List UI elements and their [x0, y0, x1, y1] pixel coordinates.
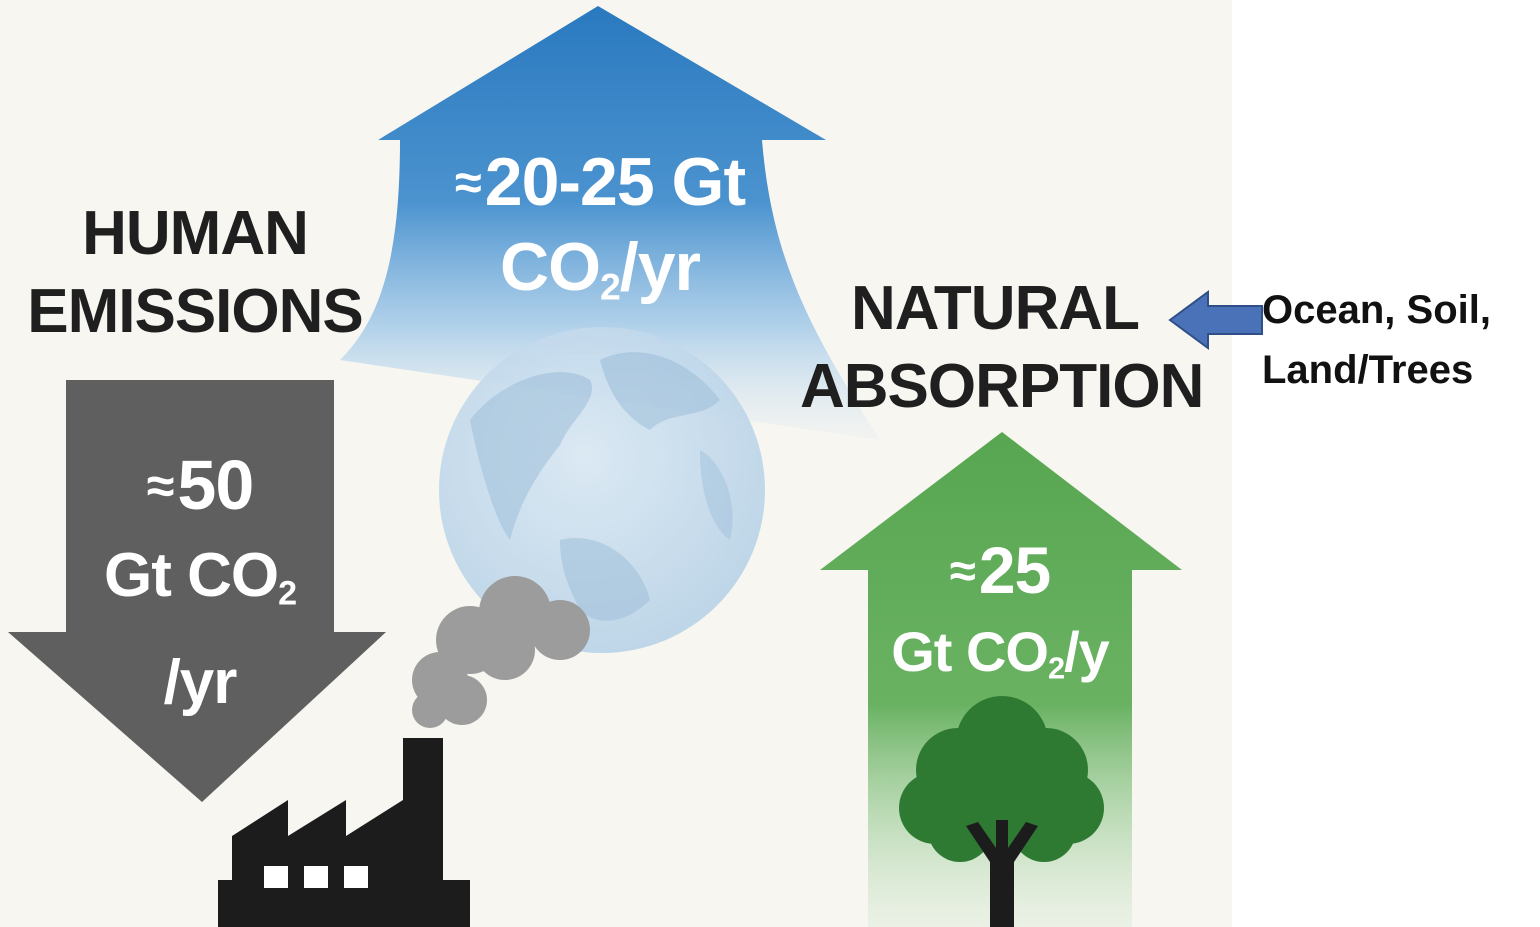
factory-icon	[218, 738, 470, 927]
tree-icon	[899, 696, 1104, 927]
atmosphere-unit-prefix: CO	[500, 229, 601, 306]
natural-unit-sub: 2	[1047, 651, 1065, 686]
atmosphere-amount: 20-25 Gt	[484, 144, 746, 220]
natural-unit-suffix: /y	[1064, 620, 1110, 684]
atmosphere-approx-symbol: ≈	[454, 156, 482, 211]
human-emissions-value: ≈50 Gt CO2 /yr	[66, 440, 334, 728]
natural-amount: 25	[978, 533, 1051, 607]
human-emissions-heading: HUMAN EMISSIONS	[10, 195, 380, 351]
smoke-icon	[412, 576, 590, 728]
atmosphere-arrow	[340, 6, 880, 440]
natural-unit-prefix: Gt CO	[891, 620, 1049, 684]
natural-absorption-value: ≈25 Gt CO2/y	[868, 530, 1132, 709]
atmosphere-unit-suffix: /yr	[619, 229, 701, 306]
sinks-line2: Land/Trees	[1262, 348, 1474, 392]
globe-icon	[439, 327, 765, 653]
atmosphere-unit-sub: 2	[600, 265, 621, 308]
human-unit-sub: 2	[278, 574, 297, 613]
sinks-line1: Ocean, Soil,	[1262, 288, 1491, 332]
natural-approx-symbol: ≈	[949, 545, 976, 599]
natural-absorption-heading: NATURAL ABSORPTION	[800, 270, 1204, 426]
natural-absorption-heading-line2: ABSORPTION	[800, 352, 1204, 421]
human-unit-prefix: Gt CO	[103, 540, 279, 610]
human-unit-suffix: /yr	[163, 648, 238, 718]
emissions-arrow	[8, 380, 386, 802]
pointer-arrow-icon	[1168, 290, 1263, 350]
human-emissions-heading-line1: HUMAN	[82, 199, 309, 268]
sinks-annotation: Ocean, Soil, Land/Trees	[1262, 280, 1532, 400]
human-emissions-heading-line2: EMISSIONS	[27, 277, 364, 346]
human-amount: 50	[177, 446, 254, 524]
natural-absorption-heading-line1: NATURAL	[850, 274, 1140, 343]
atmosphere-value: ≈20-25 Gt CO2/yr	[400, 140, 800, 328]
human-approx-symbol: ≈	[146, 456, 175, 514]
